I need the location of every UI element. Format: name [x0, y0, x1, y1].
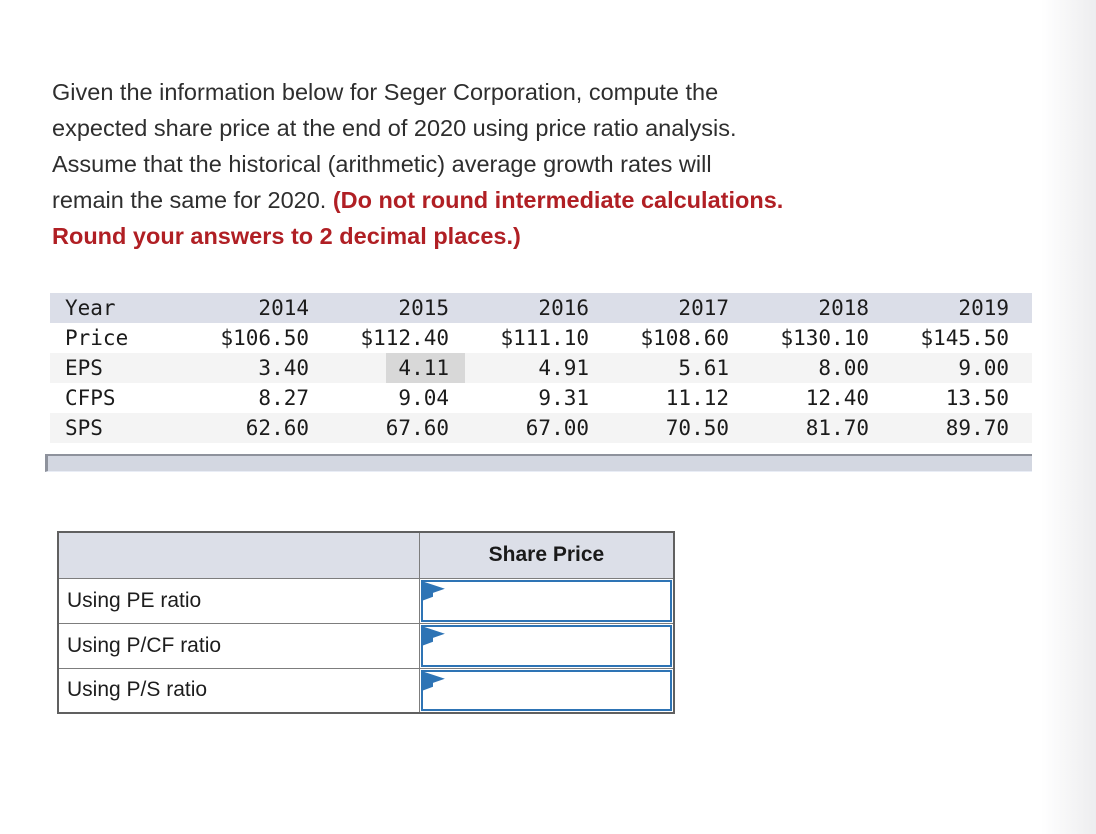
- instruction-red-text: (Do not round intermediate calculations.: [332, 187, 784, 213]
- table-cell: 81.70: [729, 413, 869, 443]
- row-label: SPS: [50, 413, 169, 443]
- answer-input-box: [420, 624, 672, 667]
- question-line: Round your answers to 2 decimal places.): [52, 218, 1042, 254]
- pe-ratio-input[interactable]: [422, 581, 670, 620]
- question-line-text: Given the information below for Seger Co…: [52, 79, 719, 105]
- table-cell: 89.70: [869, 413, 1032, 443]
- question-line-text: Assume that the historical (arithmetic) …: [52, 151, 712, 177]
- table-cell: 70.50: [589, 413, 729, 443]
- selected-value-highlight: 4.11: [386, 353, 465, 383]
- table-cell: $145.50: [920, 326, 1009, 350]
- row-label-pe: Using PE ratio: [57, 577, 420, 624]
- table-cell: 2014: [169, 293, 309, 323]
- table-cell: 9.31: [538, 386, 589, 410]
- table-cell: 8.00: [729, 353, 869, 383]
- answer-cell-ps: [418, 667, 675, 714]
- ps-ratio-input[interactable]: [422, 671, 670, 709]
- answer-cell-pcf: [418, 622, 675, 669]
- answer-row-pe: Using PE ratio: [57, 577, 675, 624]
- horizontal-scrollbar[interactable]: [45, 454, 1032, 472]
- question-line: expected share price at the end of 2020 …: [52, 110, 1042, 146]
- table-cell: 2016: [449, 293, 589, 323]
- answer-table-header-row: Share Price: [57, 531, 675, 579]
- pcf-ratio-input[interactable]: [422, 626, 670, 665]
- table-row-eps: EPS 3.40 4.11 4.91 5.61 8.00 9.00: [50, 353, 1032, 383]
- table-cell: 11.12: [665, 386, 729, 410]
- table-cell: 67.00: [449, 413, 589, 443]
- table-cell: $112.40: [360, 326, 449, 350]
- empty-header-cell: [57, 531, 420, 579]
- table-cell: 12.40: [805, 386, 869, 410]
- answer-table: Share Price Using PE ratio Using P/CF ra…: [57, 531, 675, 714]
- table-cell: 62.60: [169, 413, 309, 443]
- table-cell: 2015: [309, 293, 449, 323]
- table-cell: $111.10: [500, 326, 589, 350]
- question-line: Assume that the historical (arithmetic) …: [52, 146, 1042, 182]
- table-cell: 3.40: [169, 353, 309, 383]
- table-cell-highlighted: 4.11: [309, 353, 465, 383]
- table-cell: 5.61: [589, 353, 729, 383]
- answer-input-box: [420, 579, 672, 622]
- historical-data-table: Year 2014 2015 2016 2017 2018 2019 Price…: [50, 293, 1032, 443]
- row-label-pcf: Using P/CF ratio: [57, 622, 420, 669]
- question-line: Given the information below for Seger Co…: [52, 74, 1042, 110]
- table-cell: 8.27: [258, 386, 309, 410]
- share-price-header: Share Price: [418, 531, 675, 579]
- instruction-red-text: Round your answers to 2 decimal places.): [52, 223, 521, 249]
- question-line-text: remain the same for 2020.: [52, 187, 333, 213]
- question-line-text: expected share price at the end of 2020 …: [52, 115, 737, 141]
- question-text: Given the information below for Seger Co…: [52, 74, 1042, 254]
- table-cell: 67.60: [309, 413, 449, 443]
- table-cell: 9.00: [869, 353, 1032, 383]
- table-cell: $130.10: [780, 326, 869, 350]
- row-label: EPS: [50, 353, 169, 383]
- answer-row-pcf: Using P/CF ratio: [57, 622, 675, 669]
- table-cell: 4.91: [449, 353, 589, 383]
- table-row-year: Year 2014 2015 2016 2017 2018 2019: [50, 293, 1032, 323]
- page-edge-gradient: [1041, 0, 1096, 834]
- row-label: CFPS: [65, 386, 116, 410]
- answer-input-box: [420, 669, 672, 711]
- row-label: Price: [65, 326, 129, 350]
- table-cell: 9.04: [398, 386, 449, 410]
- question-line: remain the same for 2020. (Do not round …: [52, 182, 1042, 218]
- table-cell: 2019: [869, 293, 1032, 323]
- table-cell: 2018: [729, 293, 869, 323]
- row-label: Year: [50, 293, 169, 323]
- answer-cell-pe: [418, 577, 675, 624]
- table-cell: $106.50: [220, 326, 309, 350]
- table-cell: 13.50: [945, 386, 1009, 410]
- row-label-ps: Using P/S ratio: [57, 667, 420, 714]
- table-cell: 2017: [589, 293, 729, 323]
- answer-row-ps: Using P/S ratio: [57, 667, 675, 714]
- table-row-sps: SPS 62.60 67.60 67.00 70.50 81.70 89.70: [50, 413, 1032, 443]
- table-cell: $108.60: [640, 326, 729, 350]
- table-row-price: Price $106.50 $112.40 $111.10 $108.60 $1…: [50, 323, 1032, 353]
- table-row-cfps: CFPS 8.27 9.04 9.31 11.12 12.40 13.50: [50, 383, 1032, 413]
